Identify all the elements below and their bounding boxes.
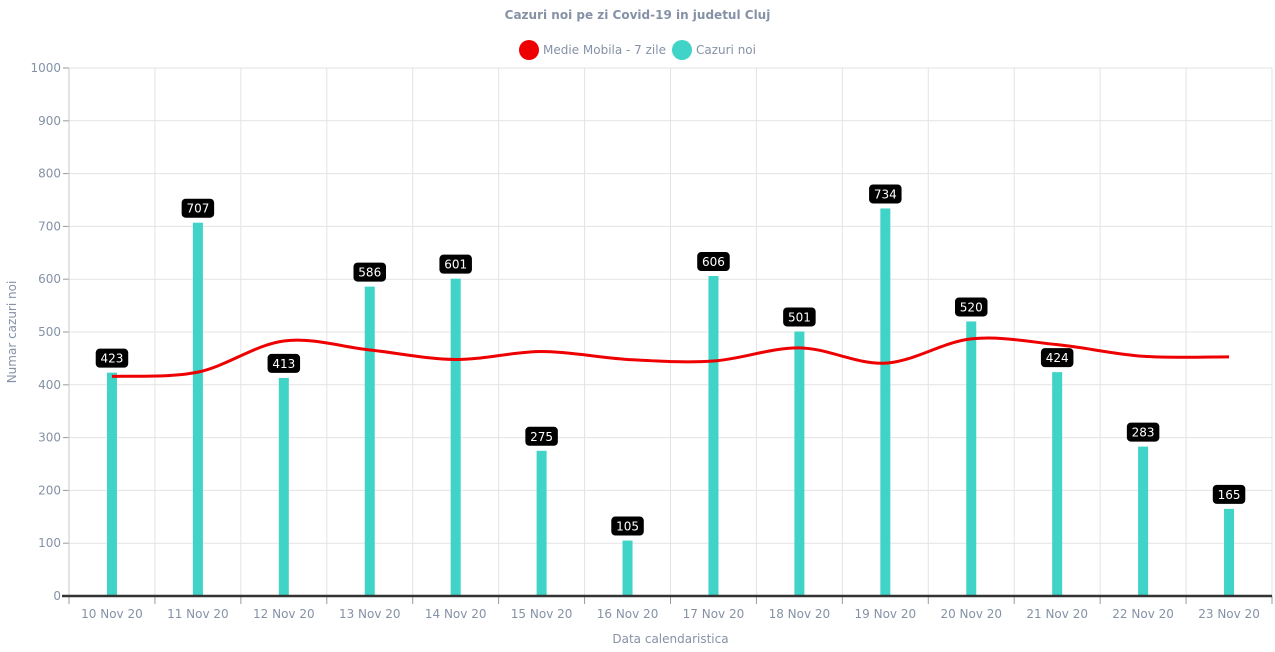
legend: Medie Mobila - 7 zile Cazuri noi: [0, 40, 1275, 60]
bar-17-nov-20[interactable]: [708, 276, 719, 596]
y-tick-label: 700: [38, 219, 61, 233]
y-axis-title: Numar cazuri noi: [5, 281, 19, 384]
data-label: 275: [530, 430, 553, 444]
legend-swatch-teal: [671, 40, 692, 60]
bar-12-nov-20[interactable]: [278, 377, 289, 596]
x-tick-label: 12 Nov 20: [253, 607, 315, 621]
data-label: 586: [358, 266, 381, 280]
bar-21-nov-20[interactable]: [1052, 372, 1063, 596]
y-tick-label: 100: [38, 536, 61, 550]
x-tick-label: 10 Nov 20: [81, 607, 143, 621]
x-tick-label: 19 Nov 20: [855, 607, 917, 621]
bar-16-nov-20[interactable]: [622, 540, 633, 596]
data-label-box: [353, 262, 386, 282]
bar-18-nov-20[interactable]: [794, 331, 805, 596]
data-label-box: [611, 516, 644, 536]
data-label: 501: [788, 310, 811, 324]
x-tick-label: 15 Nov 20: [511, 607, 573, 621]
data-label: 707: [186, 202, 209, 216]
x-tick-label: 17 Nov 20: [683, 607, 745, 621]
data-label: 424: [1046, 351, 1069, 365]
data-label-box: [1212, 484, 1246, 504]
data-label-box: [697, 252, 730, 272]
bar-13-nov-20[interactable]: [364, 286, 375, 596]
y-tick-label: 500: [38, 325, 61, 339]
bar-11-nov-20[interactable]: [192, 222, 203, 597]
bar-15-nov-20[interactable]: [536, 450, 547, 596]
x-tick-label: 21 Nov 20: [1026, 607, 1088, 621]
y-tick-label: 300: [38, 431, 61, 445]
legend-label-moving-average: Medie Mobila - 7 zile: [543, 43, 666, 57]
moving-average-line: [111, 336, 1230, 378]
data-label: 734: [874, 187, 897, 201]
data-label-box: [439, 254, 472, 274]
y-tick-label: 900: [38, 114, 61, 128]
y-tick-label: 1000: [30, 61, 61, 75]
bar-22-nov-20[interactable]: [1138, 446, 1149, 596]
data-label-box: [955, 297, 988, 317]
data-label-box: [267, 353, 301, 373]
bar-23-nov-20[interactable]: [1224, 508, 1235, 596]
x-tick-label: 23 Nov 20: [1198, 607, 1260, 621]
x-tick-label: 11 Nov 20: [167, 607, 229, 621]
data-label: 601: [444, 258, 467, 272]
y-tick-label: 800: [38, 167, 61, 181]
x-tick-label: 14 Nov 20: [425, 607, 487, 621]
bar-14-nov-20[interactable]: [450, 278, 461, 596]
legend-item-new-cases[interactable]: Cazuri noi: [671, 40, 756, 60]
data-label-box: [1126, 422, 1160, 442]
data-label-box: [95, 348, 129, 368]
legend-label-new-cases: Cazuri noi: [695, 43, 756, 57]
x-tick-label: 13 Nov 20: [339, 607, 401, 621]
legend-swatch-red: [519, 40, 539, 60]
data-label: 606: [702, 255, 725, 269]
y-tick-label: 0: [53, 589, 61, 603]
data-label: 165: [1218, 488, 1241, 502]
x-tick-label: 16 Nov 20: [597, 607, 659, 621]
x-tick-label: 22 Nov 20: [1112, 607, 1174, 621]
data-label-box: [181, 198, 215, 218]
data-label: 283: [1132, 426, 1155, 440]
x-axis-title: Data calendaristica: [612, 632, 728, 646]
data-label-box: [1040, 348, 1074, 368]
data-label-box: [869, 184, 902, 204]
bar-20-nov-20[interactable]: [966, 321, 977, 596]
y-tick-label: 600: [38, 272, 61, 286]
x-tick-label: 20 Nov 20: [940, 607, 1002, 621]
chart-title: Cazuri noi pe zi Covid-19 in judetul Clu…: [504, 8, 771, 22]
data-label: 105: [616, 520, 639, 534]
y-tick-label: 400: [38, 378, 61, 392]
legend-item-moving-average[interactable]: Medie Mobila - 7 zile: [519, 40, 666, 60]
x-tick-label: 18 Nov 20: [769, 607, 831, 621]
y-tick-label: 200: [38, 483, 61, 497]
bar-19-nov-20[interactable]: [880, 208, 891, 596]
data-label-box: [783, 307, 816, 327]
data-label: 423: [101, 352, 124, 366]
data-label: 520: [960, 300, 983, 314]
data-label: 413: [272, 357, 295, 371]
data-label-box: [525, 426, 558, 446]
bar-10-nov-20[interactable]: [106, 372, 117, 596]
